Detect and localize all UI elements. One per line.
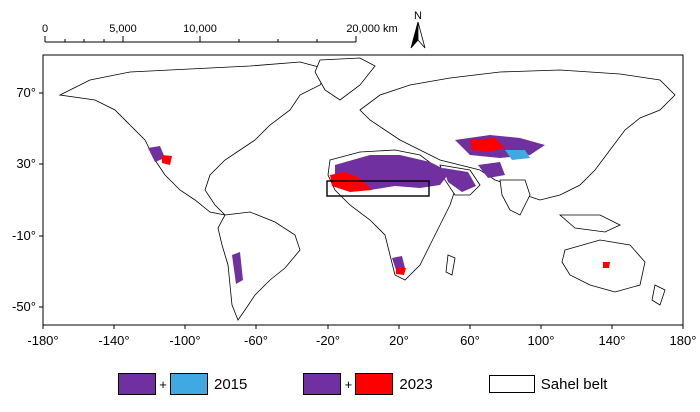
legend: + 2015 + 2023 Sahel belt (118, 372, 607, 396)
y-tick-label: -50° (12, 299, 36, 314)
x-tick-label: -100° (169, 333, 200, 348)
sahel-belt-box (326, 180, 430, 197)
legend-swatch-sahel (488, 375, 535, 393)
legend-label-2023: 2023 (399, 375, 433, 393)
sahara-2023 (330, 172, 372, 192)
scale-bar (44, 36, 357, 43)
andes-both (232, 252, 243, 284)
x-tick-label: -180° (27, 333, 58, 348)
x-tick-label: 20° (389, 333, 409, 348)
legend-swatch-2023 (355, 373, 394, 395)
legend-swatch-2015 (170, 373, 208, 395)
scale-label: 20,000 km (346, 23, 397, 35)
scale-label: 0 (42, 23, 48, 35)
legend-label-sahel: Sahel belt (540, 375, 608, 393)
x-tick-label: 180° (670, 333, 697, 348)
north-arrow: N (410, 10, 426, 49)
se-asia-islands (558, 214, 621, 233)
scale-label: 10,000 (183, 23, 217, 35)
x-axis (42, 325, 684, 329)
north-label: N (414, 10, 422, 22)
scale-bar-labels: 0 5,000 10,000 20,000 km (42, 23, 398, 35)
legend-swatch-both (303, 373, 342, 395)
y-tick-labels: 70° 30° -10° -50° (12, 85, 36, 314)
y-tick-label: 70° (16, 85, 36, 100)
x-tick-label: -20° (316, 333, 340, 348)
x-tick-label: 140° (599, 333, 626, 348)
madagascar (445, 254, 456, 276)
new-zealand (651, 284, 666, 306)
iran-both (478, 162, 505, 178)
legend-plus: + (344, 376, 353, 392)
x-tick-label: 100° (528, 333, 555, 348)
y-axis (39, 92, 43, 308)
x-tick-label: 60° (460, 333, 480, 348)
india (499, 179, 531, 216)
legend-plus: + (159, 376, 167, 392)
central-asia-2023 (470, 138, 505, 152)
x-tick-label: -60° (244, 333, 268, 348)
australia-2023 (603, 262, 610, 268)
y-tick-label: -10° (12, 228, 36, 243)
x-tick-label: -140° (98, 333, 129, 348)
na-southwest-both (148, 146, 165, 162)
na-southwest-2023 (162, 155, 172, 165)
legend-swatch-both (118, 373, 156, 395)
tibet-2015 (505, 150, 530, 160)
legend-label-2015: 2015 (214, 375, 248, 393)
south-america (217, 211, 301, 321)
scale-label: 5,000 (109, 23, 137, 35)
x-tick-labels: -180° -140° -100° -60° -20° 20° 60° 100°… (27, 333, 696, 348)
kalahari-2023 (396, 268, 406, 275)
y-tick-label: 30° (16, 156, 36, 171)
eurasia (359, 69, 676, 201)
greenland (314, 57, 376, 101)
arabia-both (443, 168, 476, 192)
kalahari-both (392, 256, 405, 270)
